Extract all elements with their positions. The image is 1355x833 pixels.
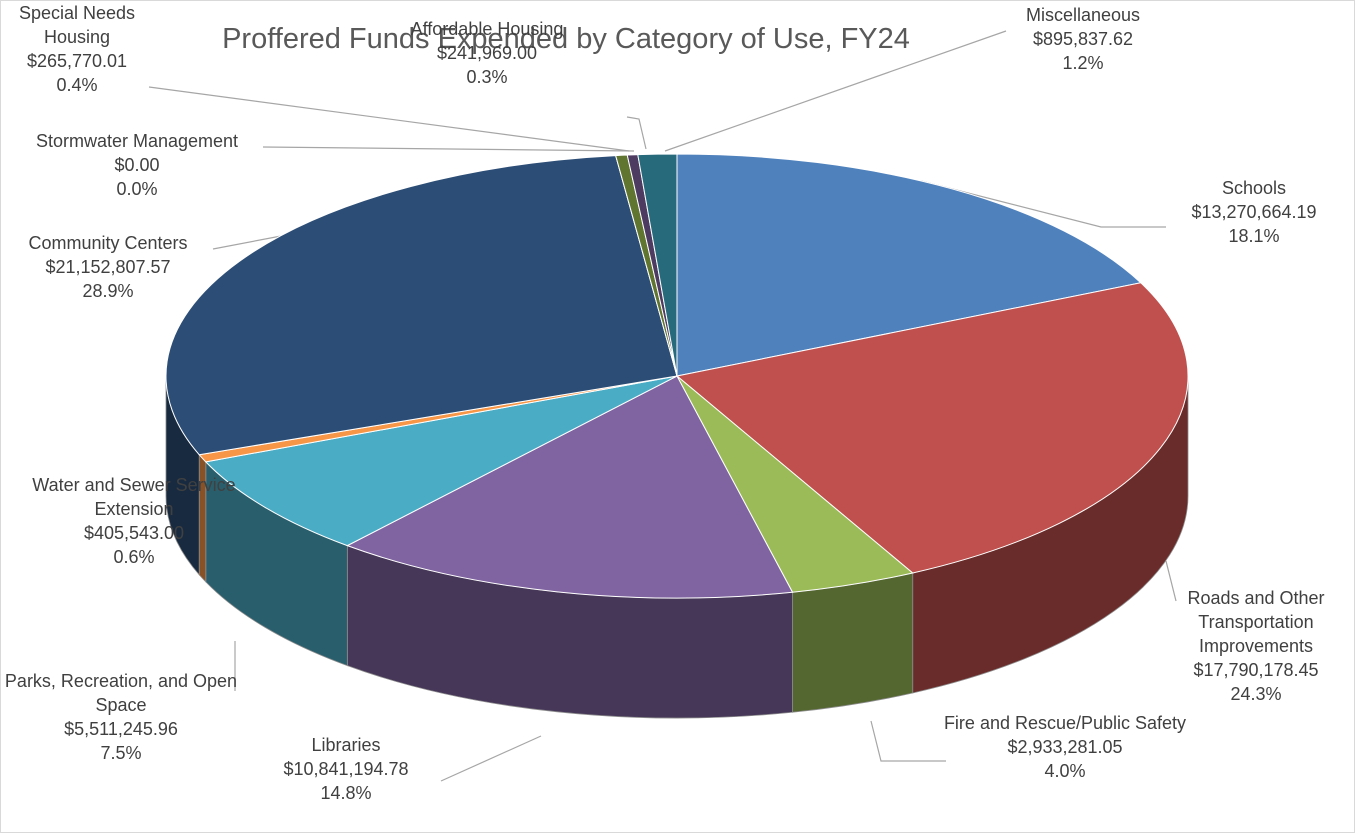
data-label: Water and Sewer Service Extension $405,54… [7,473,262,569]
value-label: $5,511,245.96 [64,719,178,739]
slice [637,153,678,377]
slice [165,155,678,456]
slice [346,375,794,599]
value-label: $2,933,281.05 [1007,737,1123,757]
category-label: Stormwater Management [35,131,239,151]
category-label: Libraries [311,735,381,755]
slice [676,153,1142,377]
percent-label: 24.3% [1230,684,1282,704]
percent-label: 0.3% [466,67,508,87]
data-label: Parks, Recreation, and Open Space $5,511,… [4,669,239,765]
value-label: $265,770.01 [26,51,128,71]
value-label: $21,152,807.57 [45,257,171,277]
data-label: Fire and Rescue/Public Safety $2,933,281.… [943,711,1188,783]
data-label: Stormwater Management $0.00 0.0% [5,129,270,201]
category-label: Schools [1221,178,1287,198]
value-label: $0.00 [114,155,160,175]
percent-label: 14.8% [320,783,372,803]
data-label: Schools $13,270,664.19 18.1% [1154,176,1354,248]
value-label: $10,841,194.78 [283,759,409,779]
data-label: Libraries $10,841,194.78 14.8% [236,733,456,805]
category-label: Parks, Recreation, and Open Space [4,671,238,715]
category-label: Miscellaneous [1025,5,1141,25]
value-label: $405,543.00 [83,523,185,543]
pie-tops [165,153,1189,599]
category-label: Fire and Rescue/Public Safety [943,713,1187,733]
slice-side [792,572,914,713]
category-label: Water and Sewer Service Extension [32,475,236,519]
value-label: $17,790,178.45 [1193,660,1319,680]
value-label: $13,270,664.19 [1191,202,1317,222]
data-label: Miscellaneous $895,837.62 1.2% [983,3,1183,75]
percent-label: 1.2% [1062,53,1104,73]
percent-label: 7.5% [100,743,142,763]
percent-label: 0.4% [56,75,98,95]
value-label: $241,969.00 [436,43,538,63]
percent-label: 18.1% [1228,226,1280,246]
category-label: Roads and Other Transportation Improveme… [1187,588,1325,656]
data-label: Special Needs Housing $265,770.01 0.4% [5,1,150,97]
category-label: Community Centers [28,233,188,253]
slice [204,375,678,547]
data-label: Roads and Other Transportation Improveme… [1166,586,1346,706]
slice [675,282,1189,574]
value-label: $895,837.62 [1032,29,1134,49]
percent-label: 28.9% [82,281,134,301]
percent-label: 0.6% [113,547,155,567]
category-label: Affordable Housing [410,19,564,39]
percent-label: 4.0% [1044,761,1086,781]
pie-sides [165,375,1189,719]
data-label: Affordable Housing $241,969.00 0.3% [387,17,587,89]
category-label: Special Needs Housing [18,3,136,47]
data-label: Community Centers $21,152,807.57 28.9% [1,231,218,303]
chart-title: Proffered Funds Expended by Category of … [222,23,910,55]
percent-label: 0.0% [116,179,158,199]
